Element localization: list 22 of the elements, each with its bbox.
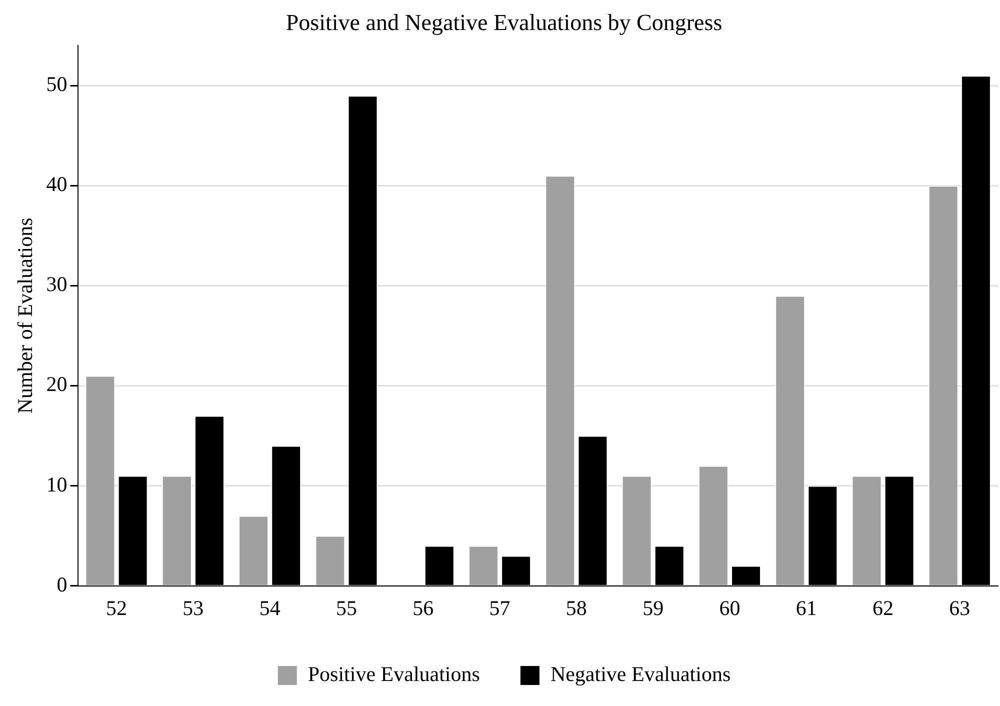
y-tick-label: 40 [46,172,68,196]
x-tick-label: 60 [719,596,740,620]
x-tick-label: 55 [336,596,357,620]
legend-label: Negative Evaluations [550,662,731,686]
y-tick-label: 10 [46,472,68,496]
x-tick-label: 63 [949,596,970,620]
x-tick-label: 58 [566,596,587,620]
x-tick-label: 52 [106,596,128,620]
chart-title: Positive and Negative Evaluations by Congress [286,10,722,35]
x-tick-label: 57 [489,596,510,620]
y-tick-label: 20 [46,372,68,396]
x-tick-label: 59 [642,596,664,620]
x-tick-label: 62 [872,596,894,620]
y-axis-title: Number of Evaluations [13,218,38,414]
y-tick-label: 30 [46,272,68,296]
x-tick-label: 53 [182,596,204,620]
x-tick-label: 61 [796,596,817,620]
x-tick-label: 56 [412,596,434,620]
y-tick-label: 50 [46,72,68,96]
x-tick-label: 54 [259,596,281,620]
legend-label: Positive Evaluations [308,662,480,686]
y-tick-label: 0 [56,572,68,596]
